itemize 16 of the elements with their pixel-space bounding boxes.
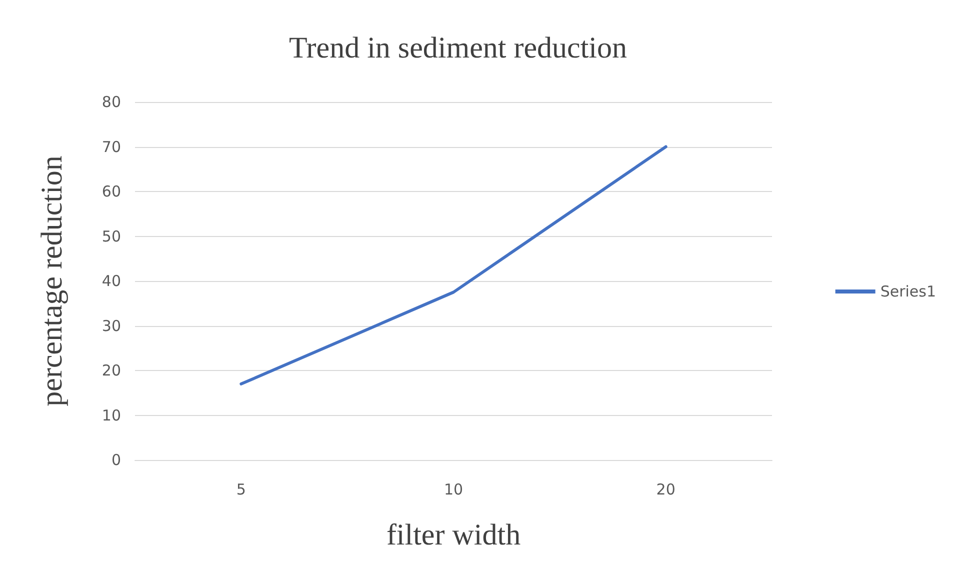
x-tick-label: 10 [444,480,464,498]
y-tick-label: 60 [102,182,121,200]
legend-label: Series1 [880,282,936,300]
y-tick-label: 30 [102,316,121,335]
y-tick-label: 80 [102,93,121,111]
x-tick-label: 20 [656,480,676,498]
x-axis-title: filter width [386,518,521,552]
y-tick-label: 70 [102,138,121,156]
x-tick-label: 5 [236,480,246,498]
y-axis-title: percentage reduction [36,156,68,406]
y-tick-label: 20 [102,362,121,380]
y-tick-label: 50 [102,227,121,246]
y-tick-label: 10 [102,406,121,424]
y-tick-label: 40 [102,272,121,290]
chart-title: Trend in sediment reduction [288,32,628,64]
y-tick-label: 0 [111,451,121,469]
